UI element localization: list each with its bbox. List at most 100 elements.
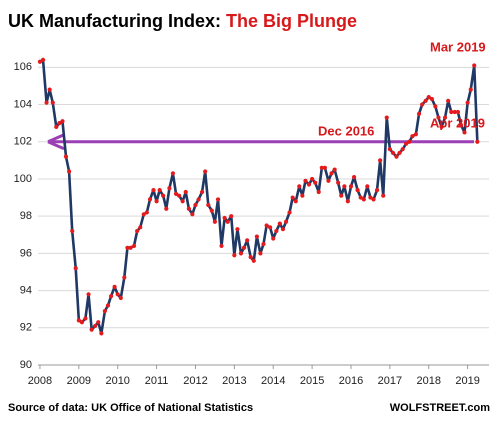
point (79, 320, 85, 325)
point (241, 245, 247, 250)
point (161, 193, 166, 198)
point (89, 327, 94, 332)
point (144, 210, 149, 215)
point (423, 98, 428, 103)
point (193, 202, 198, 208)
chart-title: UK Manufacturing Index: The Big Plunge (8, 11, 357, 31)
point (67, 169, 72, 174)
point (57, 121, 62, 126)
point (397, 150, 402, 156)
point (355, 188, 360, 193)
point (455, 109, 460, 115)
point (206, 202, 211, 208)
brand: WOLFSTREET.com (390, 402, 490, 414)
point (131, 243, 137, 249)
point (215, 197, 221, 202)
point (426, 94, 431, 100)
point (378, 158, 383, 163)
y-tick-label: 90 (20, 359, 32, 371)
point (151, 188, 156, 193)
point (105, 303, 111, 308)
point (293, 199, 298, 204)
point (449, 109, 454, 115)
point (173, 191, 179, 196)
point (472, 63, 477, 68)
point (394, 154, 399, 159)
point (54, 124, 59, 129)
point (108, 294, 114, 299)
point (248, 254, 253, 260)
point (329, 171, 334, 176)
point (361, 197, 366, 202)
y-tick-label: 106 (14, 61, 32, 73)
point (297, 184, 302, 189)
point (407, 139, 412, 144)
point (287, 210, 292, 215)
y-tick-label: 92 (20, 322, 32, 334)
point (462, 130, 467, 135)
point (177, 193, 182, 198)
annotation: Dec 2016 (318, 123, 374, 138)
point (348, 184, 354, 189)
grid: 90 92 94 96 98 100 102 104 106 2008 2009 2010 2011 20… (14, 61, 489, 387)
point (47, 87, 52, 92)
point (365, 184, 370, 189)
point (303, 178, 308, 183)
point (475, 139, 480, 144)
title-highlight: The Big Plunge (226, 11, 357, 31)
point (63, 154, 69, 159)
y-tick-label: 104 (14, 98, 32, 110)
line (39, 58, 479, 335)
annotation: Mar 2019 (430, 39, 486, 54)
point (319, 165, 324, 170)
point (209, 208, 214, 213)
point (40, 57, 46, 62)
point (271, 236, 276, 241)
point (452, 109, 457, 115)
x-tick-label: 2008 (28, 375, 52, 387)
y-tick-label: 100 (14, 173, 32, 185)
annotation: Apr 2019 (430, 115, 485, 130)
point (342, 184, 347, 189)
point (374, 188, 380, 193)
x-tick-label: 2013 (222, 375, 246, 387)
y-tick-label: 96 (20, 247, 32, 259)
point (44, 100, 49, 105)
x-tick-label: 2010 (105, 375, 129, 387)
point (264, 223, 269, 228)
point (381, 193, 386, 198)
point (326, 178, 331, 183)
point (235, 227, 240, 232)
point (154, 199, 159, 204)
point (283, 219, 289, 224)
x-tick-label: 2014 (261, 375, 285, 387)
point (96, 320, 101, 325)
point (50, 100, 55, 105)
x-tick-label: 2019 (455, 375, 479, 387)
y-tick-label: 98 (20, 210, 32, 222)
point (404, 141, 409, 146)
point (147, 197, 153, 202)
point (229, 214, 234, 219)
point (413, 132, 419, 137)
point (99, 331, 104, 336)
point (157, 188, 162, 193)
point (261, 241, 266, 247)
point (125, 245, 130, 250)
point (203, 169, 208, 174)
point (316, 189, 321, 195)
point (351, 174, 357, 180)
point (371, 197, 376, 202)
point (190, 212, 195, 217)
point (322, 165, 328, 170)
point (196, 197, 201, 202)
point (420, 102, 425, 107)
point (128, 245, 133, 250)
point (112, 284, 117, 289)
plot (37, 57, 480, 336)
point (290, 195, 295, 200)
point (268, 225, 273, 230)
point (280, 227, 286, 232)
point (306, 182, 312, 187)
